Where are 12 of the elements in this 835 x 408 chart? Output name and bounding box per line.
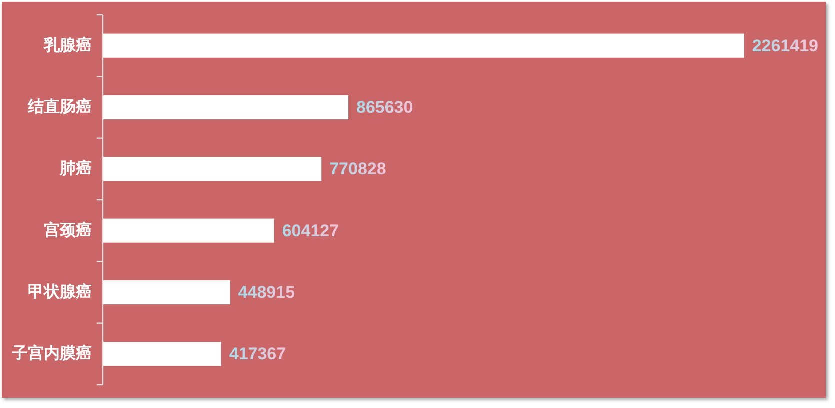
y-tick-label: 甲状腺癌 [28, 283, 92, 301]
y-tick-label: 子宫内膜癌 [11, 344, 92, 363]
data-label: 604127 [282, 221, 340, 240]
data-label: 865630 [356, 98, 414, 117]
y-tick-label: 肺癌 [59, 160, 92, 178]
data-label: 417367 [229, 344, 286, 364]
data-label: 2261419 [752, 36, 819, 56]
y-tick-label: 结直肠癌 [27, 98, 92, 116]
data-label: 770828 [330, 160, 386, 179]
y-tick-label: 宫颈癌 [44, 220, 92, 240]
y-tick-label: 乳腺癌 [43, 36, 92, 54]
data-label: 448915 [238, 283, 296, 302]
